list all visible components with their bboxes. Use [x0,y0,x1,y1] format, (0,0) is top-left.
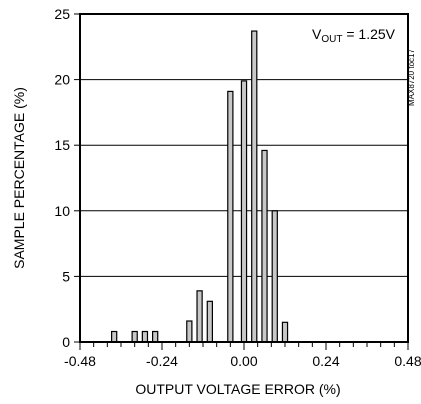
bar-9 [251,30,258,343]
bar-2 [141,330,149,343]
bar-11 [271,210,278,343]
bar-8 [240,80,248,343]
y-tick-label-1: 5 [62,268,70,284]
annotation-main: V [312,26,322,42]
y-tick-label-4: 20 [54,72,70,88]
bar-10 [261,149,268,343]
x-tick-label-0: -0.48 [64,353,96,369]
y-tick-label-5: 25 [54,6,70,22]
y-tick-label-2: 10 [54,203,70,219]
bar-1 [131,330,138,343]
bar-0 [111,330,118,343]
vout-annotation: VOUT = 1.25V [312,26,396,45]
y-tick-label-0: 0 [62,334,70,350]
bar-4 [186,320,193,343]
annotation-rest: = 1.25V [342,26,395,42]
y-tick-label-3: 15 [54,137,70,153]
x-axis-title: OUTPUT VOLTAGE ERROR (%) [135,381,340,397]
ticks: 0 5 10 15 20 25 -0.48 -0.24 0.00 0.24 0.48 [54,6,421,369]
bars [111,30,289,343]
y-axis-title: SAMPLE PERCENTAGE (%) [11,87,27,269]
watermark: MAX8720 toc17 [407,49,416,106]
x-tick-label-2: 0.00 [230,353,257,369]
x-tick-label-3: 0.24 [312,353,339,369]
bar-6 [206,300,213,343]
bar-12 [281,321,289,343]
annotation-sub: OUT [321,34,342,45]
bar-5 [196,290,203,343]
x-tick-label-1: -0.24 [146,353,178,369]
x-tick-label-4: 0.48 [394,353,421,369]
bar-7 [227,90,234,343]
bar-3 [152,330,159,343]
